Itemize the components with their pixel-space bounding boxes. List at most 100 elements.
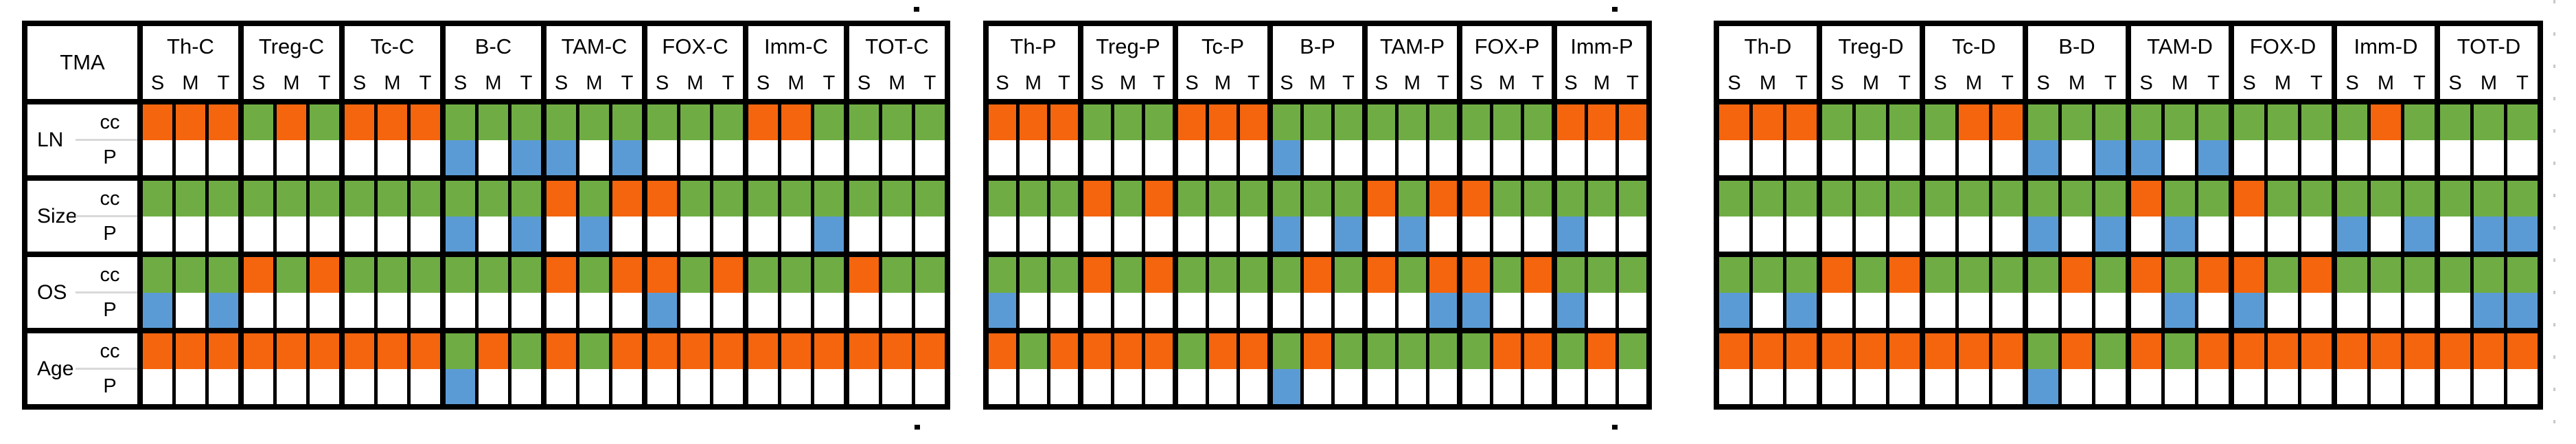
- hm-cell-ln-p: [1719, 140, 1749, 175]
- hm-cell-ln-cc: [2507, 104, 2538, 140]
- hm-cell-age-p: [1114, 369, 1142, 404]
- hm-cell-ln-cc: [915, 104, 945, 140]
- subcolumn-label: T: [1795, 71, 1808, 94]
- hm-cell-ln-p: [814, 140, 844, 175]
- subcolumn-label: T: [1342, 71, 1355, 94]
- hm-cell-ln-cc: [1786, 104, 1817, 140]
- hm-cell-ln-cc: [1240, 104, 1267, 140]
- hm-cell-age-p: [1753, 369, 1783, 404]
- hm-cell-os-p: [612, 293, 642, 328]
- column-group-header: TAM-D S M T: [2131, 26, 2229, 99]
- hm-cell-size-cc: [1145, 181, 1173, 217]
- hm-cell-size-cc: [479, 181, 508, 217]
- hm-cell-size-cc: [1083, 181, 1111, 217]
- subcolumn-label: T: [823, 71, 836, 94]
- hm-cell-age-cc: [479, 333, 508, 369]
- hm-cell-os-p: [1524, 293, 1552, 328]
- hm-cell-os-cc: [2404, 257, 2435, 293]
- column-group-label: Tc-P: [1201, 34, 1244, 58]
- column-group-label: TOT-C: [865, 34, 929, 58]
- hm-cell-os-cc: [1925, 257, 1955, 293]
- hm-cell-size-p: [1889, 217, 1920, 252]
- hm-cell-ln-cc: [2268, 104, 2298, 140]
- hm-cell-age-p: [143, 369, 172, 404]
- hm-cell-age-cc: [814, 333, 844, 369]
- hm-cell-size-p: [479, 217, 508, 252]
- subcolumn-label: M: [2171, 71, 2189, 94]
- hm-cell-ln-cc: [1145, 104, 1173, 140]
- hm-cell-ln-cc: [1959, 104, 1989, 140]
- column-group-header: Tc-P S M T: [1178, 26, 1267, 99]
- column-group-label: TAM-D: [2147, 34, 2213, 58]
- hm-cell-size-cc: [713, 181, 743, 217]
- hm-cell-ln-cc: [1619, 104, 1646, 140]
- hm-cell-os-cc: [1822, 257, 1852, 293]
- hm-cell-os-p: [915, 293, 945, 328]
- hm-cell-age-p: [1619, 369, 1646, 404]
- hm-cell-ln-cc: [2028, 104, 2058, 140]
- subcolumn-label: M: [2377, 71, 2395, 94]
- hm-cell-age-cc: [2440, 333, 2470, 369]
- column-group-header: FOX-C S M T: [647, 26, 743, 99]
- subcolumn-label: S: [1564, 71, 1578, 94]
- hm-cell-age-p: [1889, 369, 1920, 404]
- hm-cell-os-cc: [2028, 257, 2058, 293]
- hm-cell-size-p: [1114, 217, 1142, 252]
- hm-cell-age-p: [882, 369, 912, 404]
- hm-cell-size-p: [989, 217, 1016, 252]
- hm-cell-size-cc: [345, 181, 374, 217]
- hm-cell-os-p: [511, 293, 541, 328]
- hm-cell-ln-cc: [1209, 104, 1237, 140]
- hm-cell-age-p: [1178, 369, 1206, 404]
- hm-cell-ln-p: [547, 140, 576, 175]
- hm-cell-ln-cc: [781, 104, 811, 140]
- hm-cell-age-p: [244, 369, 273, 404]
- subrow-label-cc: cc: [100, 111, 120, 133]
- hm-cell-ln-cc: [647, 104, 677, 140]
- hm-cell-os-p: [2131, 293, 2161, 328]
- hm-cell-size-cc: [915, 181, 945, 217]
- hm-cell-ln-cc: [2337, 104, 2367, 140]
- subcolumn-label: T: [2413, 71, 2426, 94]
- hm-cell-ln-cc: [814, 104, 844, 140]
- hm-cell-age-cc: [1368, 333, 1395, 369]
- hm-cell-os-p: [2440, 293, 2470, 328]
- hm-cell-os-p: [411, 293, 440, 328]
- hm-cell-os-cc: [579, 257, 609, 293]
- tick-mark: [1612, 425, 1618, 430]
- hm-cell-size-p: [1273, 217, 1300, 252]
- hm-cell-age-cc: [2095, 333, 2126, 369]
- hm-cell-os-p: [1114, 293, 1142, 328]
- hm-cell-os-p: [1368, 293, 1395, 328]
- subcolumn-label: M: [1862, 71, 1880, 94]
- hm-cell-size-cc: [2474, 181, 2504, 217]
- hm-cell-ln-cc: [882, 104, 912, 140]
- hm-cell-os-cc: [345, 257, 374, 293]
- subcolumn-label: S: [1185, 71, 1199, 94]
- column-group-header: B-D S M T: [2028, 26, 2126, 99]
- hm-cell-os-p: [2371, 293, 2401, 328]
- subcolumn-label: T: [217, 71, 230, 94]
- hm-cell-size-cc: [1925, 181, 1955, 217]
- hm-cell-size-p: [1524, 217, 1552, 252]
- hm-cell-ln-cc: [511, 104, 541, 140]
- hm-cell-age-p: [2301, 369, 2332, 404]
- hm-cell-size-cc: [2440, 181, 2470, 217]
- hm-cell-size-p: [2404, 217, 2435, 252]
- heatmap-panel-C: TMA Th-C S M T Treg-C S M T Tc-C S M T B-C S M T TAM-C S M T…: [22, 21, 950, 410]
- hm-cell-size-p: [1719, 217, 1749, 252]
- hm-cell-size-p: [411, 217, 440, 252]
- tick-mark: [914, 7, 919, 12]
- hm-cell-age-cc: [2474, 333, 2504, 369]
- row-label-cell-size: Size cc P: [27, 181, 137, 252]
- hm-cell-age-p: [1822, 369, 1852, 404]
- subcolumn-label: S: [2242, 71, 2256, 94]
- hm-cell-ln-p: [1083, 140, 1111, 175]
- hm-cell-ln-p: [2371, 140, 2401, 175]
- hm-cell-ln-cc: [1992, 104, 2023, 140]
- hm-cell-os-cc: [680, 257, 710, 293]
- hm-cell-size-p: [849, 217, 879, 252]
- hm-cell-age-p: [2131, 369, 2161, 404]
